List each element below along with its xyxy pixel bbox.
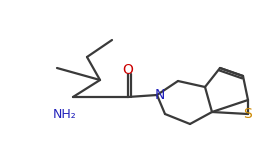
Text: NH₂: NH₂: [53, 108, 77, 122]
Text: S: S: [244, 107, 252, 121]
Text: O: O: [123, 63, 133, 77]
Text: N: N: [155, 88, 165, 102]
